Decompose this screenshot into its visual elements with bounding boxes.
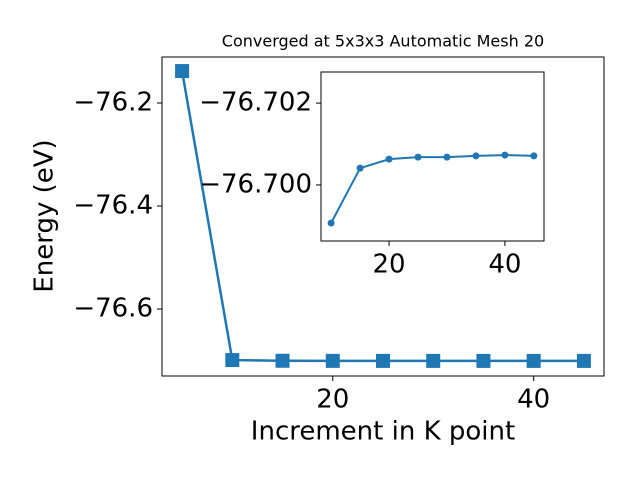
x-axis-label: Increment in K point [251,417,515,447]
marker [476,353,491,368]
marker [327,219,335,227]
marker [275,353,290,368]
marker [225,353,240,368]
marker [376,353,390,368]
x-tick-label: 40 [517,385,550,415]
y-tick-label: −76.6 [73,294,153,324]
marker [530,152,538,160]
y-axis-label: Energy (eV) [30,139,60,292]
marker [426,353,441,368]
series-line [330,154,534,224]
x-tick-label: 20 [373,250,406,280]
marker [443,153,451,161]
marker [325,353,340,368]
marker [472,152,480,160]
marker [356,164,364,172]
x-tick-label: 40 [488,250,521,280]
y-tick-label: −76.2 [73,87,153,117]
marker [385,155,393,163]
marker [414,153,422,161]
marker [501,151,509,159]
marker [576,353,591,368]
chart-title: Converged at 5x3x3 Automatic Mesh 20 [222,32,544,51]
y-tick-label: −76.700 [199,169,312,199]
x-tick-label: 20 [316,385,349,415]
marker [526,353,541,368]
marker [175,64,190,79]
y-tick-label: −76.4 [73,191,153,221]
y-tick-label: −76.702 [199,88,312,118]
